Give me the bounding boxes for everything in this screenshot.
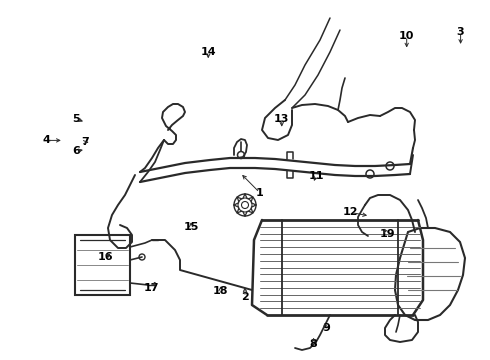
Text: 16: 16 bbox=[98, 252, 113, 262]
Text: 4: 4 bbox=[43, 135, 50, 145]
Text: 13: 13 bbox=[274, 114, 290, 124]
Text: 1: 1 bbox=[256, 188, 264, 198]
Text: 6: 6 bbox=[72, 146, 80, 156]
Text: 9: 9 bbox=[322, 323, 330, 333]
Text: 17: 17 bbox=[144, 283, 160, 293]
Text: 19: 19 bbox=[379, 229, 395, 239]
Text: 11: 11 bbox=[308, 171, 324, 181]
Text: 7: 7 bbox=[81, 137, 89, 147]
Text: 8: 8 bbox=[310, 339, 318, 349]
Text: 18: 18 bbox=[213, 286, 228, 296]
Text: 3: 3 bbox=[457, 27, 465, 37]
Text: 2: 2 bbox=[241, 292, 249, 302]
Text: 10: 10 bbox=[399, 31, 415, 41]
Text: 5: 5 bbox=[72, 114, 80, 124]
Bar bbox=[75, 235, 130, 295]
Text: 14: 14 bbox=[200, 47, 216, 57]
Text: 12: 12 bbox=[343, 207, 358, 217]
Text: 15: 15 bbox=[183, 222, 199, 232]
